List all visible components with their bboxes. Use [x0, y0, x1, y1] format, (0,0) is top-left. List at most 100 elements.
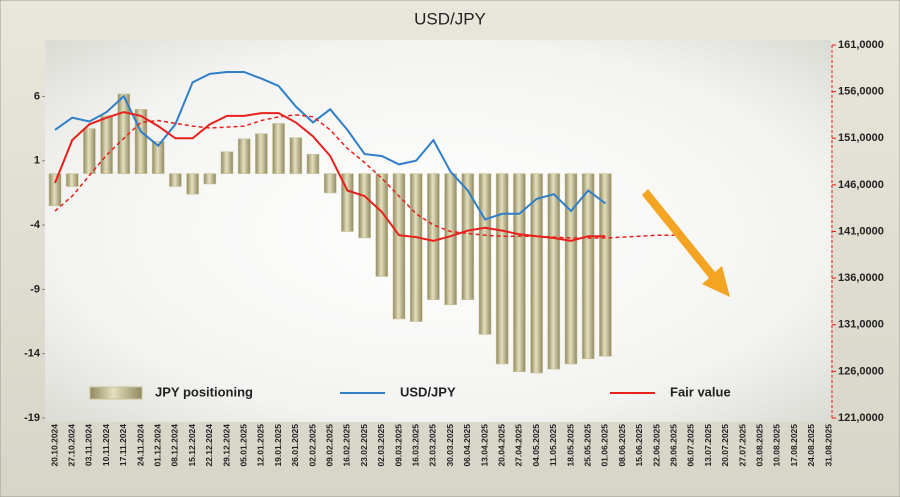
bar [461, 173, 475, 300]
x-tick-label: 05.01.2025 [238, 424, 248, 467]
bar [272, 123, 285, 174]
x-tick-label: 27.10.2024 [66, 424, 76, 467]
bar [513, 173, 526, 372]
line [54, 111, 606, 242]
y-tick-label: -9 [30, 283, 40, 295]
x-tick-label: 20.04.2025 [496, 424, 506, 467]
x-tick-label: 17.11.2024 [118, 424, 128, 466]
x-tick-label: 26.01.2025 [290, 424, 300, 467]
x-tick-label: 16.02.2025 [342, 424, 352, 467]
x-tick-label: 09.02.2025 [324, 424, 334, 467]
x-tick-label: 04.05.2025 [531, 424, 541, 467]
y-tick-label: -4 [30, 219, 41, 231]
x-tick-label: 29.12.2024 [221, 424, 231, 467]
bar [409, 173, 423, 322]
x-tick-label: 09.03.2025 [393, 424, 403, 467]
bar [358, 173, 371, 239]
x-tick-label: 06.07.2025 [686, 424, 696, 467]
x-tick-label: 30.03.2025 [445, 424, 455, 467]
bar [203, 173, 217, 185]
bar [255, 133, 268, 174]
bar [564, 173, 578, 365]
bar [478, 173, 492, 335]
bar [392, 173, 406, 320]
y2-tick-label: 161,0000 [838, 39, 884, 51]
bar [530, 173, 543, 374]
bar [375, 173, 389, 277]
x-tick-label: 06.04.2025 [462, 424, 472, 467]
bar [547, 173, 561, 370]
x-tick-label: 20.10.2024 [49, 424, 59, 467]
y2-tick-label: 146,0000 [838, 179, 884, 191]
y2-tick-label: 126,0000 [838, 365, 884, 377]
y2-tick-label: 141,0000 [838, 225, 884, 237]
x-tick-label: 27.04.2025 [514, 424, 524, 467]
x-tick-label: 22.12.2024 [204, 424, 214, 467]
x-tick-label: 02.03.2025 [376, 424, 386, 467]
y2-tick-label: 121,0000 [838, 412, 884, 424]
legend-label: USD/JPY [400, 384, 456, 399]
bar [289, 137, 303, 174]
x-tick-label: 23.02.2025 [359, 424, 369, 467]
bar [220, 151, 234, 174]
x-tick-label: 22.06.2025 [651, 424, 661, 467]
y-tick-label: 1 [34, 155, 40, 167]
legend-swatch [89, 386, 143, 400]
y-tick-label: -14 [24, 348, 41, 360]
x-tick-label: 11.05.2025 [548, 424, 558, 466]
bar [341, 173, 354, 232]
x-tick-label: 13.07.2025 [703, 424, 713, 467]
x-tick-label: 24.08.2025 [806, 424, 816, 467]
x-tick-label: 01.06.2025 [600, 424, 610, 467]
x-tick-label: 31.08.2025 [823, 424, 833, 467]
x-tick-label: 23.03.2025 [428, 424, 438, 467]
y2-tick-label: 131,0000 [838, 319, 884, 331]
x-tick-label: 10.08.2025 [772, 424, 782, 467]
chart-title: USD/JPY [414, 9, 486, 28]
legend-label: JPY positioning [155, 384, 253, 399]
bar [495, 173, 509, 365]
bar [151, 141, 165, 174]
y2-tick-label: 151,0000 [838, 132, 884, 144]
line [54, 71, 607, 221]
y2-tick-label: 156,0000 [838, 86, 884, 98]
bar [323, 173, 337, 194]
bar [581, 173, 595, 360]
bar [100, 115, 113, 174]
bar [599, 173, 612, 357]
bar [169, 173, 182, 187]
x-tick-label: 17.08.2025 [789, 424, 799, 467]
x-tick-label: 20.07.2025 [720, 424, 730, 467]
x-tick-label: 25.05.2025 [582, 424, 592, 467]
x-tick-label: 15.12.2024 [187, 424, 197, 467]
bar [306, 154, 320, 174]
dashed-line [54, 114, 675, 239]
y-tick-label: -19 [24, 412, 40, 424]
bar [427, 173, 440, 300]
x-tick-label: 02.02.2025 [307, 424, 317, 467]
y-tick-label: 6 [34, 90, 40, 102]
bar [83, 128, 96, 174]
bar [444, 173, 457, 306]
x-tick-label: 13.04.2025 [479, 424, 489, 467]
x-tick-label: 18.05.2025 [565, 424, 575, 467]
bar [237, 138, 251, 174]
x-tick-label: 24.11.2024 [135, 424, 145, 466]
trend-arrow [642, 189, 730, 297]
x-tick-label: 29.06.2025 [668, 424, 678, 467]
bar [65, 173, 79, 187]
x-tick-label: 10.11.2024 [101, 424, 111, 466]
x-tick-label: 15.06.2025 [634, 424, 644, 467]
x-tick-label: 03.08.2025 [754, 424, 764, 467]
bar [48, 173, 62, 207]
x-tick-label: 27.07.2025 [737, 424, 747, 467]
bar [186, 173, 199, 195]
x-tick-label: 08.12.2024 [170, 424, 180, 467]
y2-tick-label: 136,0000 [838, 272, 884, 284]
legend-label: Fair value [670, 384, 731, 399]
x-tick-label: 03.11.2024 [84, 424, 94, 466]
x-tick-label: 01.12.2024 [152, 424, 162, 467]
x-tick-label: 12.01.2025 [256, 424, 266, 467]
